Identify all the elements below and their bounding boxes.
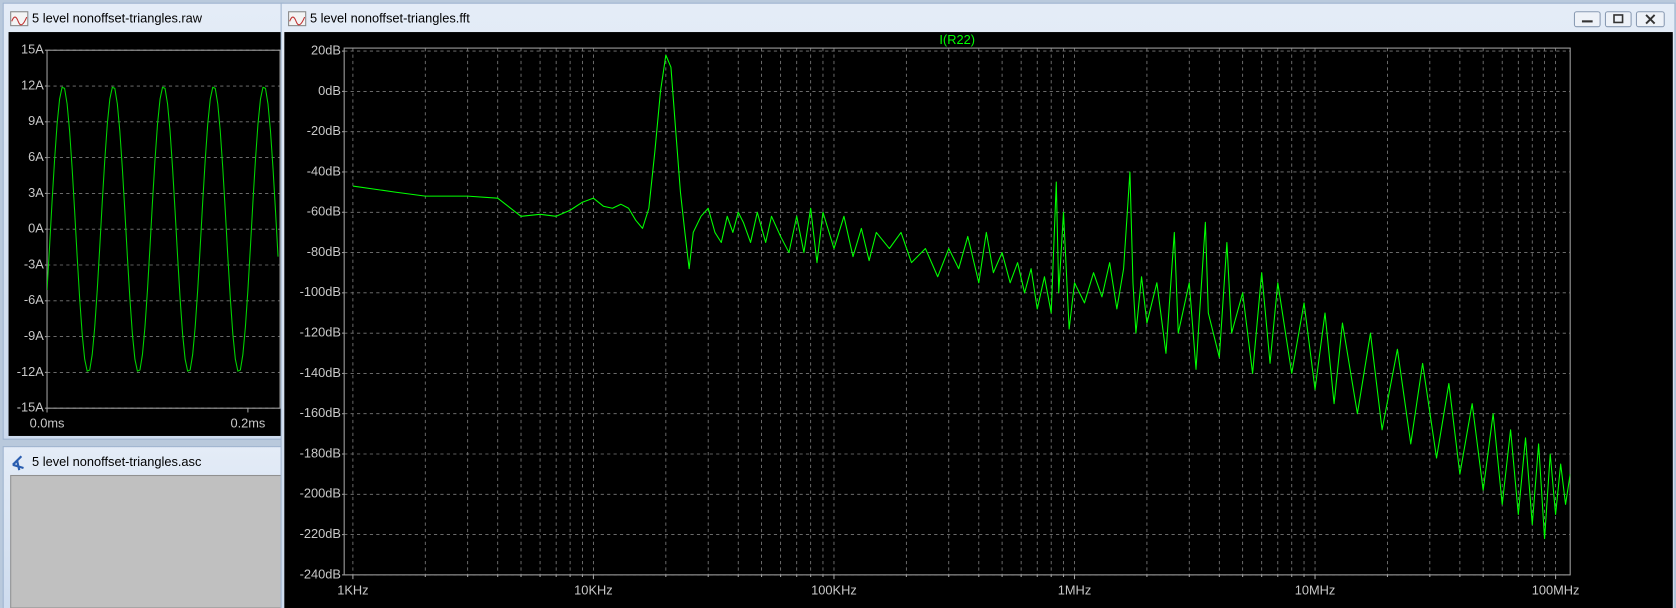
y-tick-label: 20dB [311, 42, 341, 57]
window-buttons [1573, 11, 1665, 28]
window-title: 5 level nonoffset-triangles.fft [310, 11, 470, 26]
chart-1: 20dB 0dB -20dB -40dB -60dB -80dB -100dB -120dB -… [300, 32, 1580, 597]
asc-window: 5 level nonoffset-triangles.asc [2, 446, 284, 608]
restore-button[interactable] [1604, 11, 1632, 28]
y-tick-label: -160dB [300, 405, 341, 420]
plot-pane [8, 32, 283, 436]
y-tick-label: -140dB [300, 365, 341, 380]
y-tick-label: -100dB [300, 284, 341, 299]
y-tick-label: -60dB [307, 204, 341, 219]
x-tick-label: 1MHz [1058, 582, 1091, 597]
y-tick-label: 6A [28, 149, 44, 164]
x-tick-label: 100KHz [811, 582, 857, 597]
y-tick-label: -20dB [307, 123, 341, 138]
y-tick-label: -180dB [300, 445, 341, 460]
plot-frame [46, 49, 281, 409]
x-tick-label: 10MHz [1295, 582, 1336, 597]
window-title: 5 level nonoffset-triangles.raw [32, 11, 203, 26]
window-icon [12, 455, 24, 471]
series-line [47, 86, 279, 372]
y-tick-label: -240dB [300, 566, 341, 581]
x-tick-label: 0.0ms [30, 416, 65, 431]
y-tick-label: -15A [17, 400, 45, 415]
y-tick-label: 15A [21, 42, 44, 57]
y-tick-label: -3A [24, 256, 44, 271]
y-tick-label: -80dB [307, 244, 341, 259]
y-tick-label: 3A [28, 185, 44, 200]
y-tick-label: 0A [28, 221, 44, 236]
raw-window: 5 level nonoffset-triangles.raw 15A 12A 9A… [2, 2, 284, 440]
x-tick-label: 100MHz [1532, 582, 1580, 597]
y-tick-label: -200dB [300, 486, 341, 501]
y-tick-label: -6A [24, 292, 44, 307]
x-tick-label: 10KHz [574, 582, 612, 597]
y-tick-label: -120dB [300, 325, 341, 340]
series-line [352, 54, 1571, 540]
window-icon [288, 11, 307, 27]
y-tick-label: -12A [17, 364, 45, 379]
fft-window: 5 level nonoffset-triangles.fft 20dB 0dB -… [280, 2, 1676, 608]
y-tick-label: -40dB [307, 163, 341, 178]
y-tick-label: -9A [24, 328, 44, 343]
window-icon [10, 11, 29, 27]
minimize-button[interactable] [1573, 11, 1601, 28]
y-tick-label: 12A [21, 77, 44, 92]
window-title: 5 level nonoffset-triangles.asc [32, 454, 202, 469]
y-tick-label: -220dB [300, 526, 341, 541]
y-tick-label: 0dB [318, 83, 341, 98]
chart-title: I(R22) [939, 32, 975, 47]
x-tick-label: 1KHz [337, 582, 368, 597]
plot-frame [343, 47, 1571, 576]
y-tick-label: 9A [28, 113, 44, 128]
schematic-pane [10, 474, 283, 608]
x-tick-label: 0.2ms [230, 416, 265, 431]
